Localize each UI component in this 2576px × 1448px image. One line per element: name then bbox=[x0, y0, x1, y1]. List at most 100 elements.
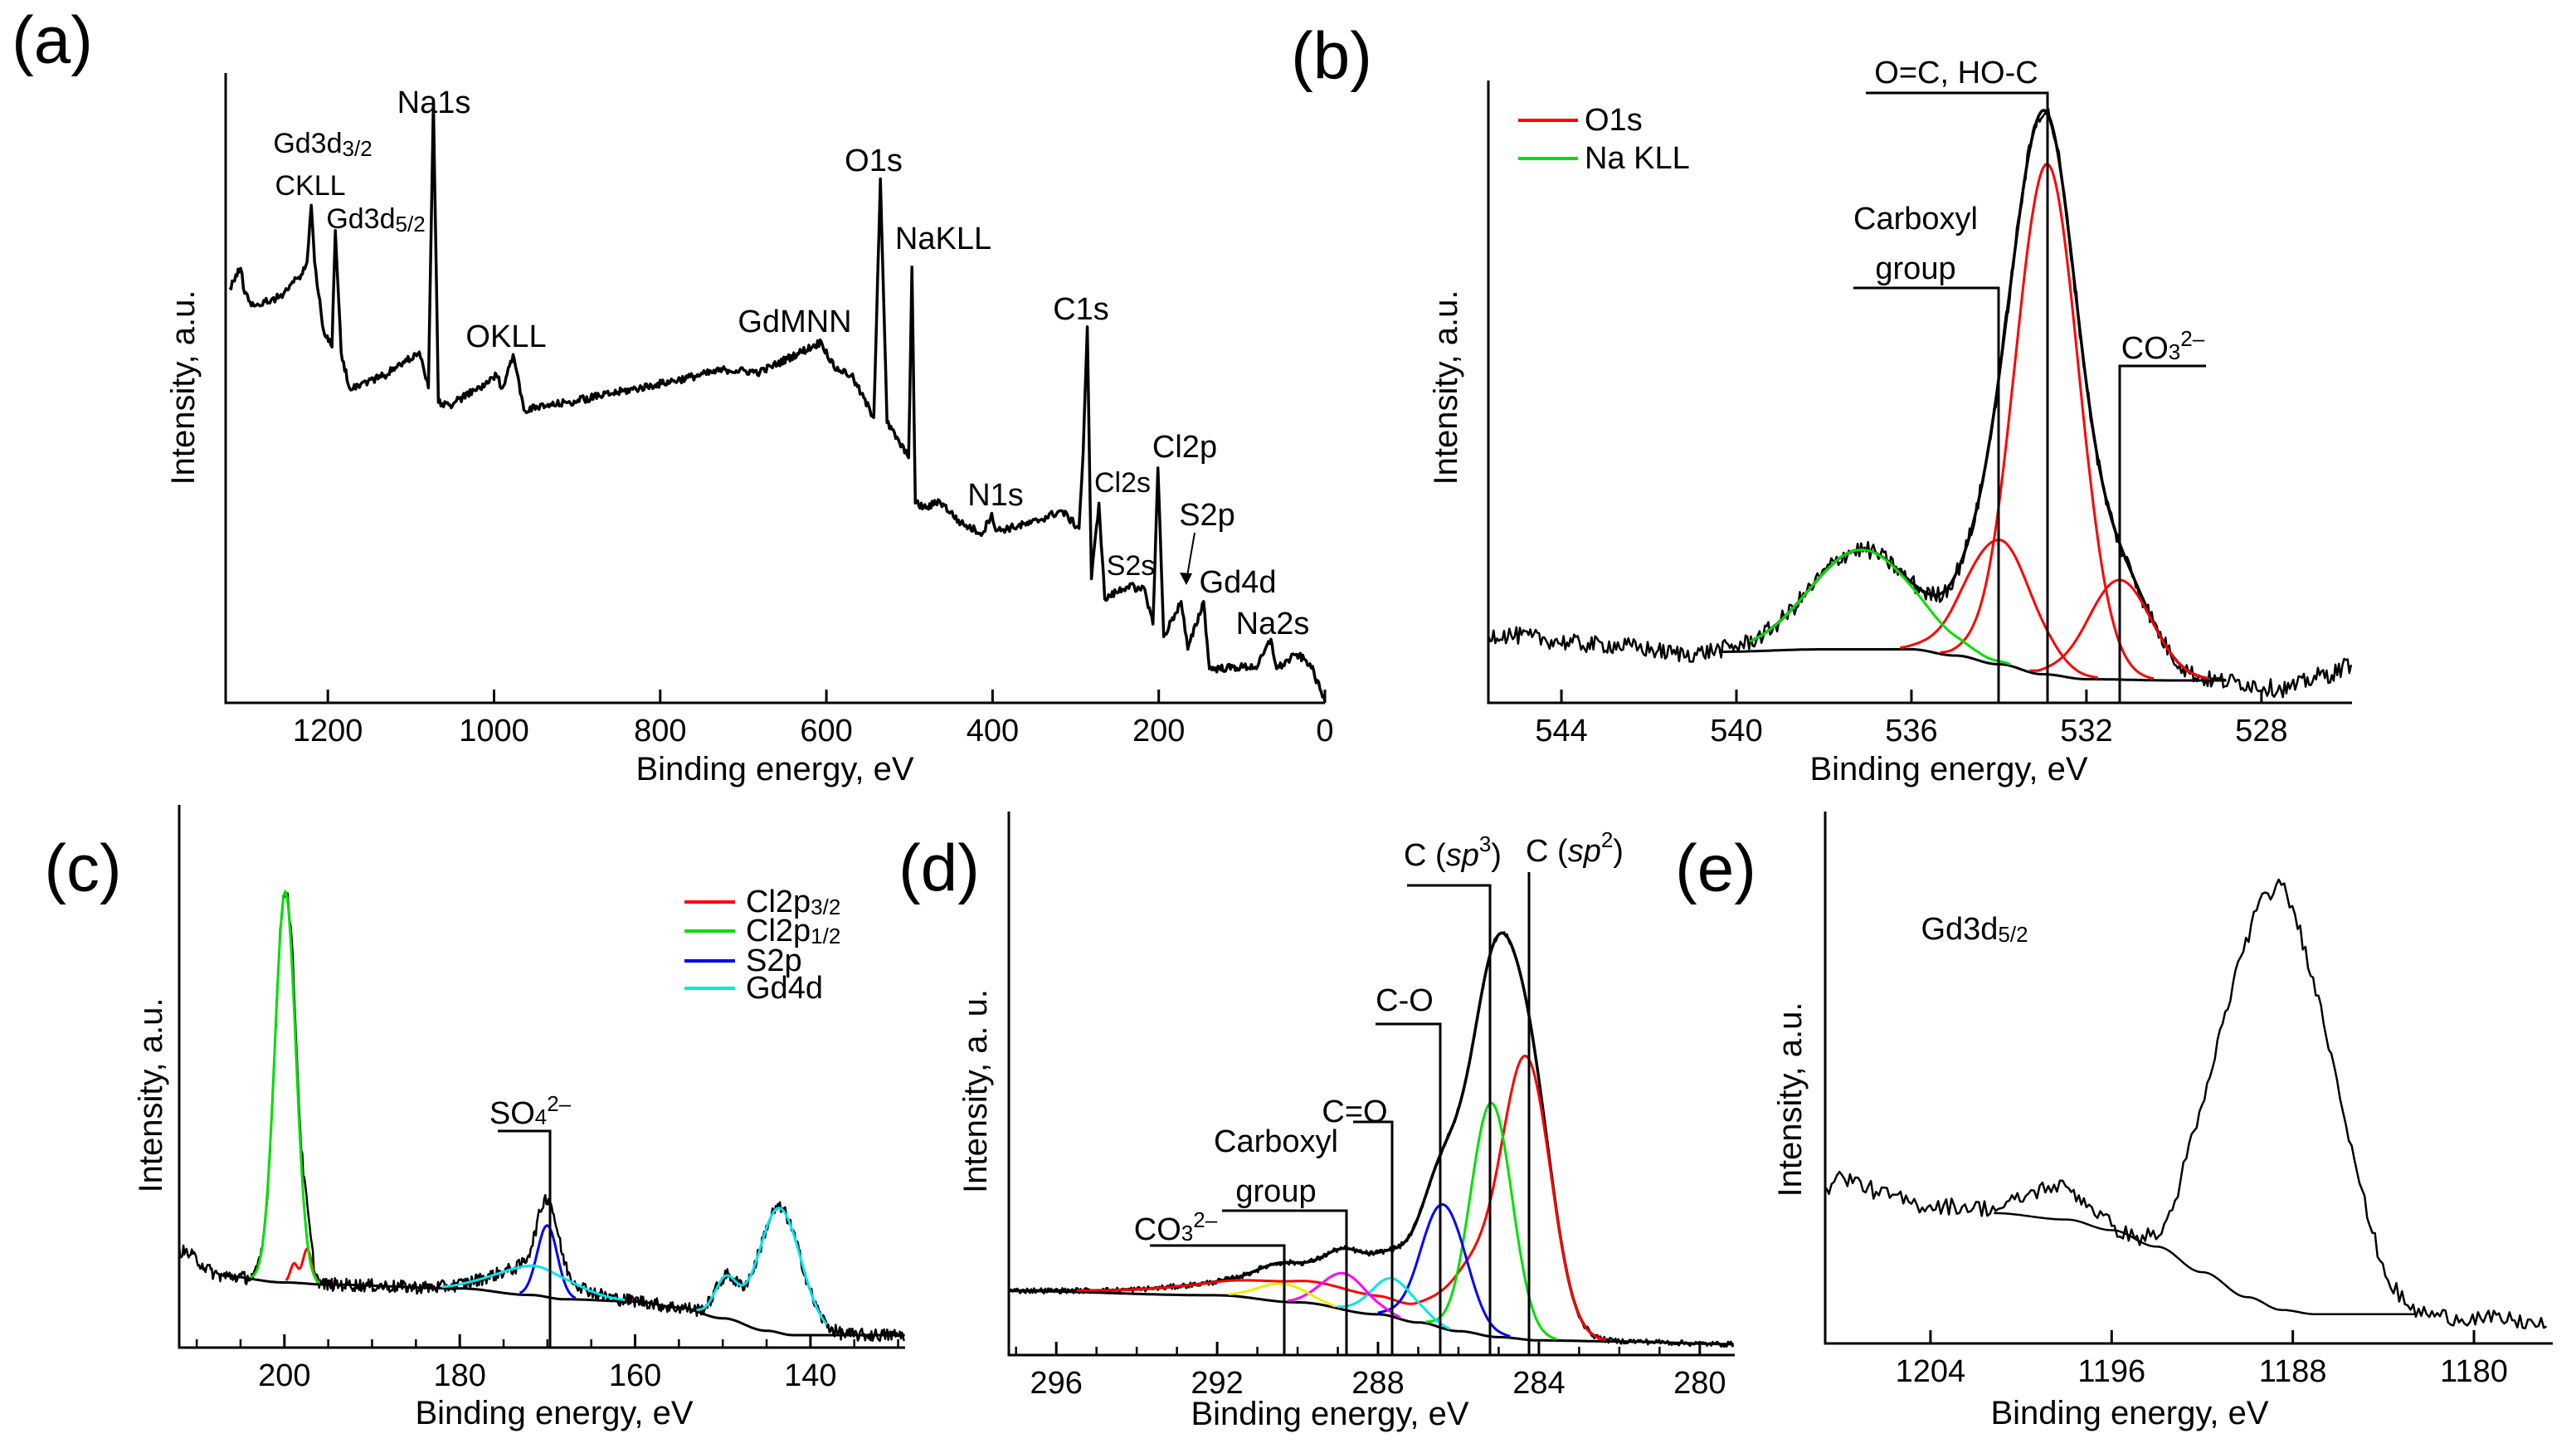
component-b-3-na-kll bbox=[1749, 548, 2011, 665]
legend-label-o1s: O1s bbox=[1585, 103, 1643, 138]
label-c-sp2: C (sp2) bbox=[1526, 827, 1624, 869]
label-gd4d: Gd4d bbox=[1200, 565, 1277, 600]
label-carboxyl: Carboxyl bbox=[1853, 202, 1978, 236]
panel-c-annotations: SO42– Cl2p3/2 Cl2p1/2 S2p Gd4d bbox=[489, 885, 840, 1348]
x-tick-label-c: 200 bbox=[258, 1358, 310, 1393]
axes-a bbox=[224, 73, 1325, 704]
label-gd3d32: Gd3d3/2 bbox=[273, 128, 372, 161]
panel-label-d: (d) bbox=[898, 831, 980, 905]
label-na2s: Na2s bbox=[1236, 607, 1310, 641]
x-tick-label-d: 280 bbox=[1673, 1366, 1726, 1401]
legend-label-nakll: Na KLL bbox=[1585, 141, 1690, 176]
label-n1s: N1s bbox=[967, 478, 1024, 513]
label-c-eq-o: C=O bbox=[1322, 1095, 1387, 1129]
label-ohc: O=C, HO-C bbox=[1874, 56, 2038, 90]
panel-c-cl2p-plot: 200 180 160 140 bbox=[178, 805, 905, 1393]
axes-b bbox=[1487, 80, 2352, 704]
spectrum-line-a bbox=[228, 99, 1327, 702]
fit-envelope-b bbox=[1749, 109, 2226, 682]
label-group-d: group bbox=[1235, 1174, 1316, 1209]
x-tick-label-e: 1196 bbox=[2077, 1354, 2145, 1389]
x-axis-title-d: Binding energy, eV bbox=[1191, 1396, 1468, 1432]
label-co3-d: CO32– bbox=[1134, 1207, 1218, 1247]
marker-c-eq-o bbox=[1353, 1120, 1394, 1355]
y-axis-title-a: Intensity, a.u. bbox=[165, 290, 202, 485]
marker-co3 bbox=[2118, 364, 2206, 703]
background-line-e bbox=[1994, 1212, 2418, 1315]
label-co3: CO32– bbox=[2121, 326, 2205, 366]
label-so4: SO42– bbox=[489, 1091, 572, 1131]
legend-label-gd4d: Gd4d bbox=[746, 971, 823, 1006]
panel-d-c1s-plot: 296 292 288 284 280 bbox=[1007, 812, 1735, 1401]
x-tick-label-e: 1204 bbox=[1896, 1354, 1966, 1389]
panel-b-o1s-plot: 544 540 536 532 528 bbox=[1487, 80, 2353, 748]
marker-carboxyl bbox=[1853, 286, 2000, 703]
label-o1s: O1s bbox=[845, 144, 903, 178]
x-axis-title-c: Binding energy, eV bbox=[415, 1395, 693, 1431]
axes-d bbox=[1007, 812, 1735, 1357]
label-c1s: C1s bbox=[1053, 292, 1109, 327]
marker-co3-d bbox=[1150, 1244, 1286, 1355]
label-na1s: Na1s bbox=[397, 85, 471, 120]
x-axis-title-a: Binding energy, eV bbox=[635, 751, 913, 787]
label-cl2s: Cl2s bbox=[1094, 467, 1151, 499]
marker-c-o bbox=[1376, 1022, 1442, 1355]
component-d-2-c-o bbox=[1377, 1202, 1511, 1338]
label-gd3d52: Gd3d5/2 bbox=[326, 203, 425, 236]
panel-b-annotations: O=C, HO-C Carboxyl group CO32– O1s Na KL… bbox=[1518, 56, 2206, 703]
x-tick-label-a: 800 bbox=[634, 714, 686, 748]
x-tick-label-c: 140 bbox=[784, 1358, 836, 1393]
y-axis-title-e: Intensity, a.u. bbox=[1772, 1002, 1809, 1197]
label-c-o: C-O bbox=[1376, 983, 1434, 1018]
component-d-4-carboxyl-group bbox=[1288, 1271, 1401, 1319]
label-gd3d52-e: Gd3d5/2 bbox=[1921, 912, 2028, 947]
s2p-pointer-line bbox=[1186, 532, 1195, 582]
panel-label-a: (a) bbox=[12, 3, 93, 77]
panel-e-gd3d-plot: 1204 1196 1188 1180 bbox=[1824, 812, 2553, 1389]
legend-label-cl2p12: Cl2p1/2 bbox=[746, 914, 840, 948]
x-axis-title-e: Binding energy, eV bbox=[1990, 1395, 2268, 1431]
y-axis-title-b: Intensity, a.u. bbox=[1428, 290, 1464, 485]
x-tick-label-a: 600 bbox=[800, 714, 852, 748]
raw-spectrum-b bbox=[1487, 108, 2353, 699]
x-axis-title-b: Binding energy, eV bbox=[1809, 751, 2087, 787]
x-tick-label-b: 544 bbox=[1535, 714, 1587, 748]
panel-label-b: (b) bbox=[1291, 19, 1372, 93]
background-line-b bbox=[1718, 648, 2227, 682]
raw-spectrum-d bbox=[1009, 931, 1735, 1348]
component-d-0-c-sp2- bbox=[1076, 1054, 1606, 1342]
spectrum-line-e bbox=[1825, 878, 2547, 1330]
panel-label-e: (e) bbox=[1675, 831, 1756, 905]
x-tick-label-a: 1000 bbox=[459, 714, 529, 748]
label-carboxyl-d: Carboxyl bbox=[1214, 1124, 1338, 1159]
label-cl2p: Cl2p bbox=[1152, 430, 1217, 465]
x-tick-label-a: 1200 bbox=[293, 714, 363, 748]
marker-c-sp3 bbox=[1407, 884, 1492, 1355]
panel-d-annotations: C (sp3) C (sp2) C-O C=O Carboxyl group C… bbox=[1134, 827, 1624, 1355]
x-tick-label-d: 292 bbox=[1191, 1366, 1243, 1401]
x-tick-label-a: 200 bbox=[1132, 714, 1185, 748]
label-s2s: S2s bbox=[1107, 550, 1156, 582]
marker-ohc bbox=[1866, 91, 2049, 703]
panel-a-annotations: Na1s Gd3d3/2 CKLL Gd3d5/2 OKLL GdMNN O1s… bbox=[273, 85, 1309, 641]
s2p-pointer-arrowhead-icon bbox=[1180, 573, 1192, 585]
x-tick-label-b: 528 bbox=[2235, 714, 2287, 748]
label-group: group bbox=[1875, 251, 1955, 286]
panel-label-c: (c) bbox=[44, 831, 121, 905]
x-tick-label-e: 1180 bbox=[2440, 1354, 2508, 1389]
panel-a-survey-plot: 1200 1000 800 600 400 200 0 bbox=[224, 73, 1334, 748]
label-gdmnn: GdMNN bbox=[738, 305, 851, 339]
background-line-d bbox=[1009, 1290, 1734, 1346]
x-tick-label-b: 532 bbox=[2060, 714, 2112, 748]
marker-so4 bbox=[498, 1129, 552, 1348]
component-c-2-s2p bbox=[519, 1224, 577, 1299]
label-nakll: NaKLL bbox=[895, 222, 991, 256]
marker-carboxyl-d bbox=[1222, 1209, 1348, 1355]
legend-label-s2p: S2p bbox=[746, 943, 802, 978]
label-c-sp3: C (sp3) bbox=[1404, 831, 1502, 873]
y-axis-title-d: Intensity, a. u. bbox=[957, 989, 994, 1193]
x-tick-label-d: 284 bbox=[1512, 1366, 1565, 1401]
component-c-3-gd4d bbox=[441, 1207, 828, 1326]
x-tick-label-e: 1188 bbox=[2259, 1354, 2327, 1389]
